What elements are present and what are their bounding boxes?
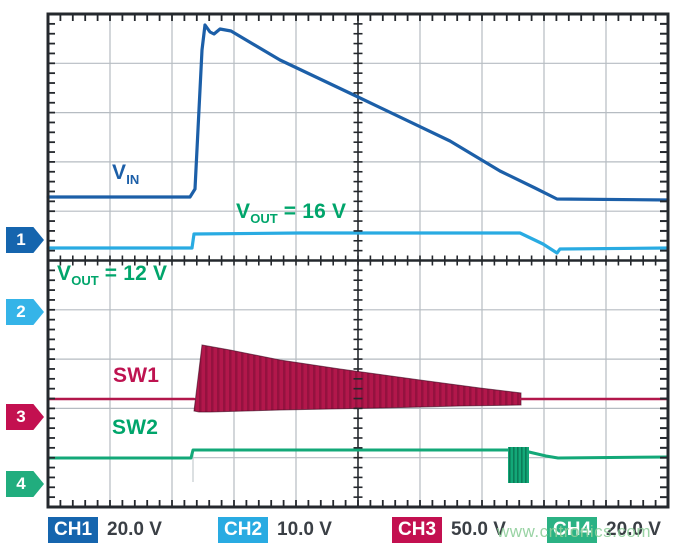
vin-trace-label: VIN: [112, 161, 139, 186]
vout16-label-sub: OUT: [250, 211, 278, 226]
watermark-text: www.cntronics.com: [497, 522, 651, 541]
ch2-badge: CH2: [218, 517, 269, 543]
vin-label-base: V: [112, 161, 127, 184]
channel-marker-3-number: 3: [16, 407, 26, 426]
ch1-scale-value: 20.0 V: [107, 519, 162, 540]
ch4-badge: CH4: [547, 517, 598, 543]
ch1-badge: CH1: [48, 517, 99, 543]
ch3-scale-readout: CH3 50.0 V: [392, 517, 506, 543]
ch2-scale-readout: CH2 10.0 V: [218, 517, 332, 543]
vout16-label-base: V: [236, 200, 251, 223]
vout12-label-sub: OUT: [71, 273, 99, 288]
vout12-label-rest: = 12 V: [98, 262, 168, 285]
sw2-trace-label: SW2: [112, 416, 159, 439]
ch2-scale-value: 10.0 V: [277, 519, 332, 540]
ch1-scale-readout: CH1 20.0 V: [48, 517, 162, 543]
vout12-label-base: V: [57, 262, 72, 285]
ch3-scale-value: 50.0 V: [451, 519, 506, 540]
ch4-scale-readout: CH4 20.0 V: [547, 517, 661, 543]
channel-marker-2-number: 2: [16, 302, 26, 321]
vout16-label-rest: = 16 V: [277, 200, 347, 223]
channel-marker-4-number: 4: [16, 474, 26, 493]
sw1-trace-label: SW1: [113, 364, 160, 387]
vout16-trace-label: VOUT = 16 V: [236, 200, 347, 225]
channel-marker-1-number: 1: [16, 230, 26, 249]
ch4-scale-value: 20.0 V: [606, 519, 661, 540]
ch3-badge: CH3: [392, 517, 443, 543]
vin-label-sub: IN: [126, 172, 140, 187]
vout12-trace-label: VOUT = 12 V: [57, 262, 168, 287]
